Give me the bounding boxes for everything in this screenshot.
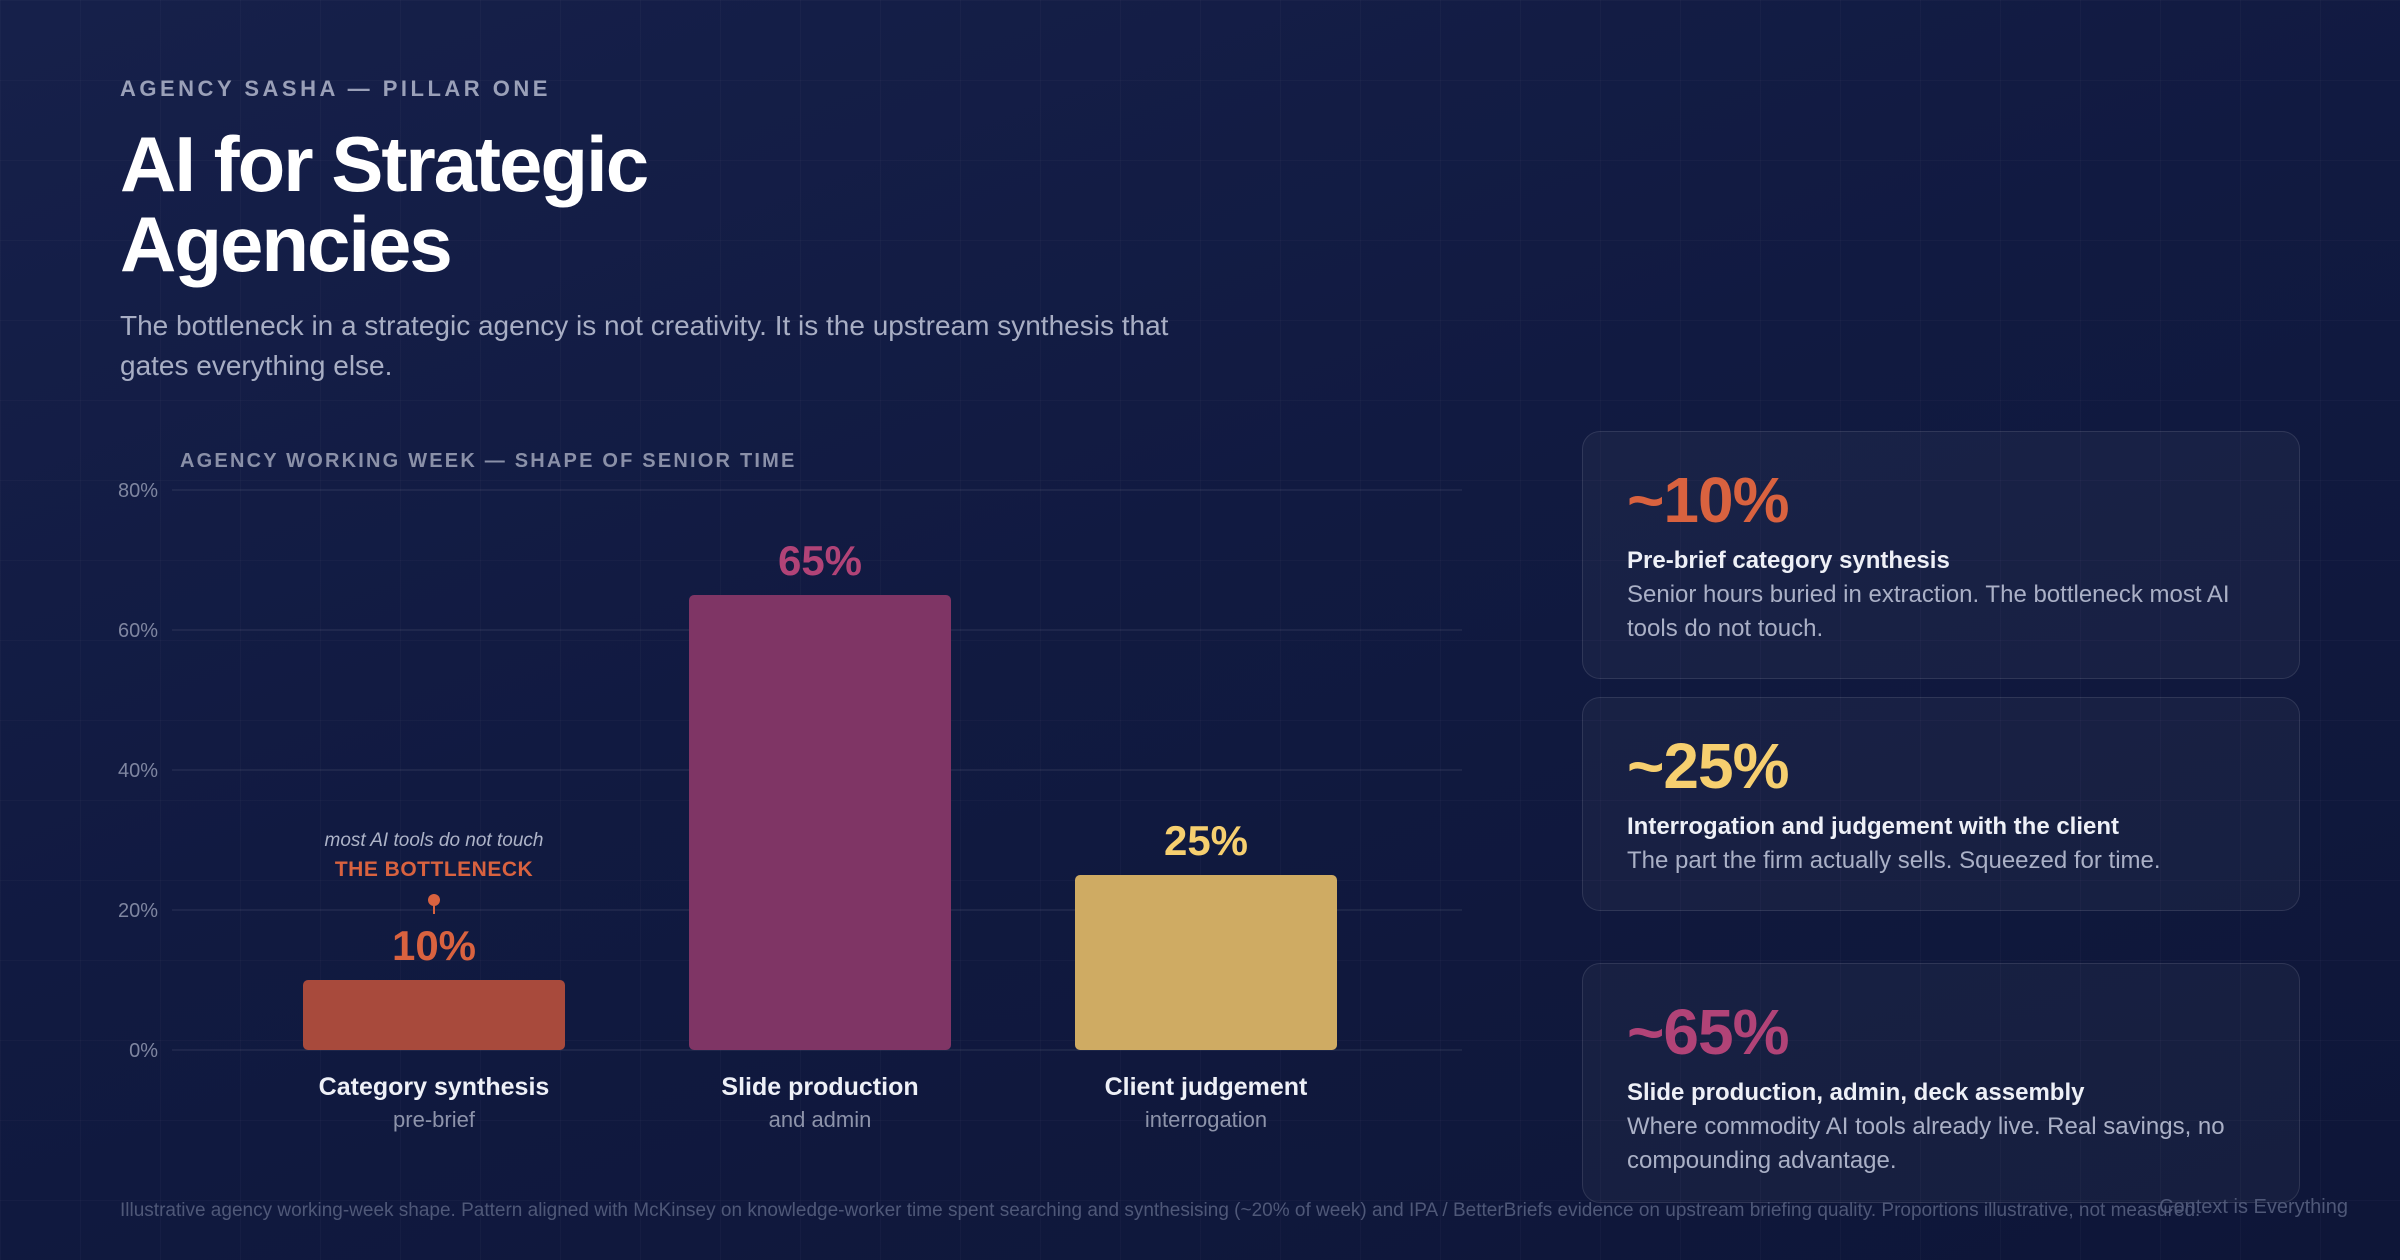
card-stat: ~25% xyxy=(1627,730,1789,802)
page-title: AI for Strategic Agencies xyxy=(120,120,649,288)
annotation-dot xyxy=(428,894,440,906)
y-tick-label: 80% xyxy=(118,480,158,502)
eyebrow: AGENCY SASHA — PILLAR ONE xyxy=(120,76,551,101)
card-heading: Slide production, admin, deck assembly xyxy=(1627,1079,2085,1106)
y-tick-label: 40% xyxy=(118,760,158,782)
card-stat: ~10% xyxy=(1627,464,1789,536)
bar-chart: 0% 20% 40% 60% 80% 10% Category synthesis pre-b… xyxy=(117,480,1337,1132)
x-category-label: Slide production xyxy=(721,1073,918,1101)
card-body: Senior hours buried in extraction. The b… xyxy=(1627,581,2230,642)
x-category-label: Category synthesis xyxy=(319,1073,550,1101)
signoff: Context is Everything xyxy=(2159,1196,2348,1218)
card-stat: ~65% xyxy=(1627,996,1789,1068)
stat-card-synthesis: ~10% Pre-brief category synthesis Senior… xyxy=(1582,431,2300,679)
annotation-note: most AI tools do not touch xyxy=(325,830,544,851)
footnote: Illustrative agency working-week shape. … xyxy=(120,1200,2201,1221)
bar xyxy=(303,980,565,1050)
annotation-label: THE BOTTLENECK xyxy=(335,858,533,881)
card-body: Where commodity AI tools already live. R… xyxy=(1627,1113,2225,1174)
bar-value-label: 10% xyxy=(392,922,476,969)
bar xyxy=(1075,875,1337,1050)
x-category-sublabel: pre-brief xyxy=(393,1107,476,1132)
bar xyxy=(689,595,951,1050)
chart-title: AGENCY WORKING WEEK — SHAPE OF SENIOR TI… xyxy=(180,450,797,472)
card-body: The part the firm actually sells. Squeez… xyxy=(1627,847,2161,874)
bar-value-label: 65% xyxy=(778,537,862,584)
stat-card-production: ~65% Slide production, admin, deck assem… xyxy=(1582,963,2300,1203)
card-heading: Pre-brief category synthesis xyxy=(1627,547,1950,574)
x-category-label: Client judgement xyxy=(1105,1073,1308,1101)
page-subtitle: The bottleneck in a strategic agency is … xyxy=(120,310,1169,381)
stat-card-judgement: ~25% Interrogation and judgement with th… xyxy=(1582,697,2300,911)
x-category-sublabel: and admin xyxy=(769,1107,872,1132)
y-tick-label: 60% xyxy=(118,620,158,642)
y-tick-label: 20% xyxy=(118,900,158,922)
card-heading: Interrogation and judgement with the cli… xyxy=(1627,813,2120,840)
x-category-sublabel: interrogation xyxy=(1145,1107,1267,1132)
bar-value-label: 25% xyxy=(1164,817,1248,864)
y-tick-label: 0% xyxy=(129,1040,158,1062)
